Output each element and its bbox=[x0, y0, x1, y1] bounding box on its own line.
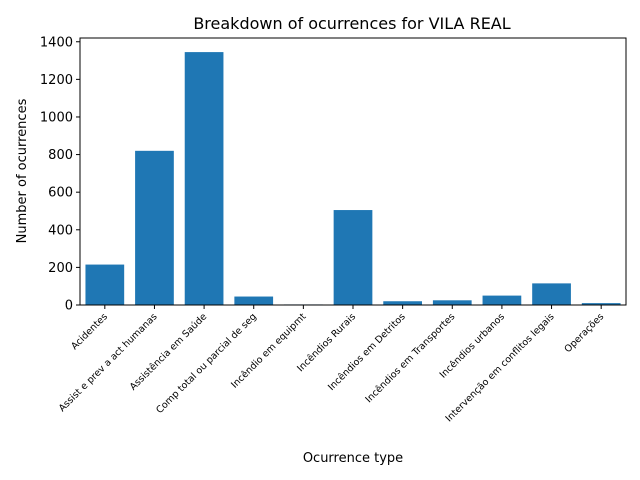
x-tick-label-10: Operações bbox=[563, 311, 607, 355]
y-tick-label-4: 800 bbox=[48, 148, 73, 163]
bars-group bbox=[85, 52, 621, 305]
bar-6 bbox=[383, 301, 422, 305]
bar-8 bbox=[482, 295, 522, 305]
bar-2 bbox=[184, 52, 224, 305]
plot-frame bbox=[79, 37, 627, 306]
x-axis-label: Ocurrence type bbox=[303, 451, 403, 466]
y-tick-label-7: 1400 bbox=[40, 35, 73, 50]
y-tick-label-2: 400 bbox=[48, 223, 73, 238]
y-tick-label-6: 1200 bbox=[40, 73, 73, 88]
bar-1 bbox=[135, 150, 174, 305]
y-tick-label-1: 200 bbox=[48, 261, 73, 276]
y-tick-label-5: 1000 bbox=[40, 110, 73, 125]
bar-10 bbox=[581, 303, 621, 305]
x-tick-label-3: Comp total ou parcial de seg bbox=[154, 311, 259, 416]
x-tick-label-0: Acidentes bbox=[69, 311, 110, 352]
y-axis-label: Number of ocurrences bbox=[15, 98, 30, 243]
bar-7 bbox=[432, 300, 472, 305]
x-tick-label-7: Incêndios em Transportes bbox=[363, 311, 457, 405]
x-tick-label-1: Assist e prev a act humanas bbox=[57, 311, 160, 414]
y-axis-ticks: 0 200 400 600 800 1000 1200 1400 bbox=[40, 35, 80, 314]
bar-5 bbox=[333, 210, 373, 305]
x-tick-label-9: Intervenção em conflitos legais bbox=[444, 311, 557, 424]
bar-9 bbox=[532, 283, 571, 305]
chart-title: Breakdown of ocurrences for VILA REAL bbox=[193, 14, 510, 33]
bar-3 bbox=[234, 296, 274, 305]
y-tick-label-0: 0 bbox=[65, 299, 73, 314]
bar-0 bbox=[85, 264, 125, 305]
y-tick-label-3: 600 bbox=[48, 186, 73, 201]
